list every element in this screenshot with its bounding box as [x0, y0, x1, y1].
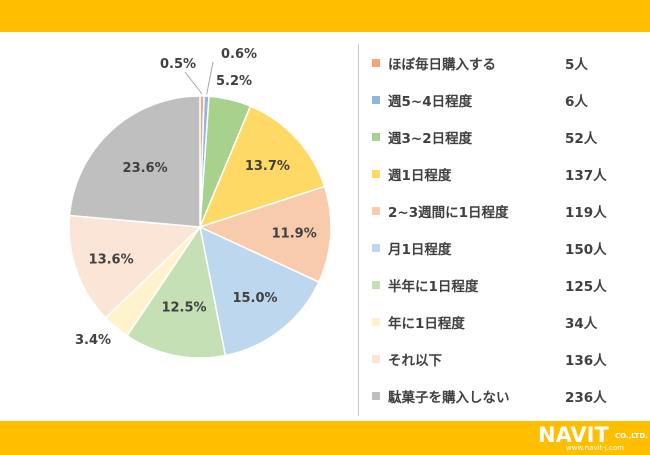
percent-label: 11.9%: [272, 227, 317, 242]
legend-item: 週1日程度 137人: [372, 155, 642, 192]
percent-label: 3.4%: [75, 333, 111, 348]
legend-item: 週5~4日程度 6人: [372, 81, 642, 118]
percent-label: 12.5%: [161, 301, 206, 316]
legend-label: 月1日程度: [388, 241, 452, 258]
pie-slice: [198, 225, 320, 357]
legend-label: 駄菓子を購入しない: [388, 389, 510, 406]
percent-label: 0.5%: [160, 57, 196, 72]
leader-line: [184, 71, 203, 95]
pie-slice: [68, 214, 202, 319]
logo-name: NAVIT: [538, 423, 609, 447]
legend-divider: [358, 44, 359, 416]
pie-chart: 0.5% 0.6% 5.2% 13.7% 11.9% 15.0% 12.5% 3.4% 13.6…: [68, 47, 332, 359]
legend-swatch: [372, 317, 380, 326]
pie-slice: [198, 105, 326, 229]
legend-count: 6人: [565, 93, 588, 110]
legend-label: それ以下: [388, 352, 442, 369]
legend-swatch: [372, 391, 380, 400]
pie-slices: [68, 95, 332, 359]
legend-swatch: [372, 280, 380, 289]
legend-label: 週3~2日程度: [388, 130, 473, 147]
legend-label: 週5~4日程度: [388, 93, 473, 110]
percent-label: 13.7%: [245, 159, 290, 174]
legend-label: 半年に1日程度: [388, 278, 479, 295]
legend-item: それ以下 136人: [372, 340, 642, 377]
legend-item: 年に1日程度 34人: [372, 303, 642, 340]
legend-count: 137人: [565, 167, 607, 184]
legend-count: 136人: [565, 352, 607, 369]
legend-count: 150人: [565, 241, 607, 258]
company-logo: NAVIT CO.,LTD. www.navit-j.com: [530, 423, 648, 453]
legend-item: 半年に1日程度 125人: [372, 266, 642, 303]
leader-lines: [184, 61, 214, 95]
legend-swatch: [372, 243, 380, 252]
legend-swatch: [372, 58, 380, 67]
top-banner: [0, 0, 650, 32]
legend-count: 119人: [565, 204, 607, 221]
legend-label: ほぼ毎日購入する: [388, 56, 496, 73]
legend-count: 52人: [565, 130, 598, 147]
pie-slice: [68, 95, 201, 228]
pie-slice: [197, 185, 332, 284]
percent-label: 13.6%: [89, 252, 134, 267]
pie-slice: [126, 225, 227, 359]
legend-item: 週3~2日程度 52人: [372, 118, 642, 155]
legend-count: 236人: [565, 389, 607, 406]
legend-item: 駄菓子を購入しない 236人: [372, 377, 642, 414]
percent-label: 15.0%: [232, 291, 277, 306]
legend: ほぼ毎日購入する 5人週5~4日程度 6人週3~2日程度 52人週1日程度 137人 2~…: [372, 44, 642, 414]
legend-label: 2~3週間に1日程度: [388, 204, 509, 221]
percent-label: 5.2%: [216, 74, 252, 89]
bottom-banner: [0, 421, 650, 455]
logo-suffix: CO.,LTD.: [615, 432, 648, 440]
legend-item: ほぼ毎日購入する 5人: [372, 44, 642, 81]
logo-url: www.navit-j.com: [566, 444, 624, 452]
percent-labels: 0.5% 0.6% 5.2% 13.7% 11.9% 15.0% 12.5% 3.4% 13.6…: [75, 47, 317, 348]
percent-label: 23.6%: [123, 161, 168, 176]
legend-swatch: [372, 132, 380, 141]
legend-swatch: [372, 206, 380, 215]
legend-swatch: [372, 354, 380, 363]
legend-swatch: [372, 95, 380, 104]
legend-swatch: [372, 169, 380, 178]
legend-item: 2~3週間に1日程度 119人: [372, 192, 642, 229]
legend-label: 週1日程度: [388, 167, 452, 184]
legend-label: 年に1日程度: [388, 315, 465, 332]
percent-label: 0.6%: [221, 47, 257, 62]
legend-count: 34人: [565, 315, 598, 332]
legend-count: 5人: [565, 56, 588, 73]
legend-item: 月1日程度 150人: [372, 229, 642, 266]
legend-count: 125人: [565, 278, 607, 295]
leader-line: [206, 61, 214, 95]
